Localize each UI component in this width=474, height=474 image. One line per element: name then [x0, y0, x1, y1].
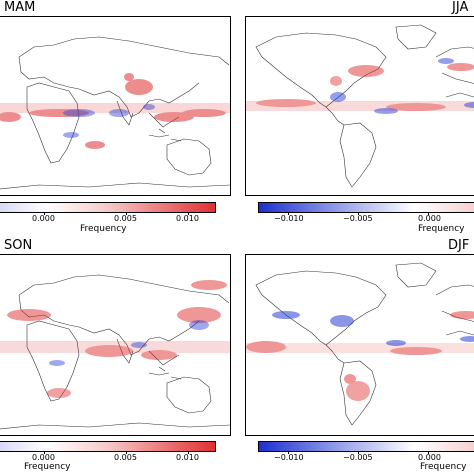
panel-title-jja: JJA — [452, 0, 469, 15]
panel-title-son: SON — [4, 238, 33, 253]
colorbar-jja — [258, 202, 474, 213]
map-son — [0, 254, 231, 436]
map-jja — [245, 16, 474, 196]
cbar-label-mam: Frequency — [80, 224, 127, 234]
cbar-label-djf: Frequency — [420, 462, 467, 472]
cbar-tick-jja-1: −0.005 — [343, 214, 373, 223]
cbar-tick-jja-2: 0.000 — [418, 214, 441, 223]
cbar-tick-mam-0: 0.000 — [32, 214, 55, 223]
cbar-label-jja: Frequency — [418, 224, 465, 234]
cbar-tick-son-1: 0.005 — [114, 453, 137, 462]
cbar-tick-mam-1: 0.005 — [114, 214, 137, 223]
cbar-tick-mam-2: 0.010 — [176, 214, 199, 223]
map-mam — [0, 16, 231, 196]
cbar-tick-jja-0: −0.010 — [274, 214, 304, 223]
cbar-tick-djf-1: −0.005 — [343, 453, 373, 462]
colorbar-son — [0, 441, 216, 452]
map-djf — [245, 254, 474, 436]
colorbar-djf — [258, 441, 474, 452]
cbar-tick-djf-2: 0.000 — [418, 453, 441, 462]
cbar-label-son: Frequency — [24, 462, 71, 472]
cbar-tick-son-2: 0.010 — [176, 453, 199, 462]
cbar-tick-djf-0: −0.010 — [274, 453, 304, 462]
cbar-tick-son-0: 0.000 — [32, 453, 55, 462]
panel-title-djf: DJF — [448, 238, 470, 253]
colorbar-mam — [0, 202, 216, 213]
panel-title-mam: MAM — [4, 0, 36, 15]
